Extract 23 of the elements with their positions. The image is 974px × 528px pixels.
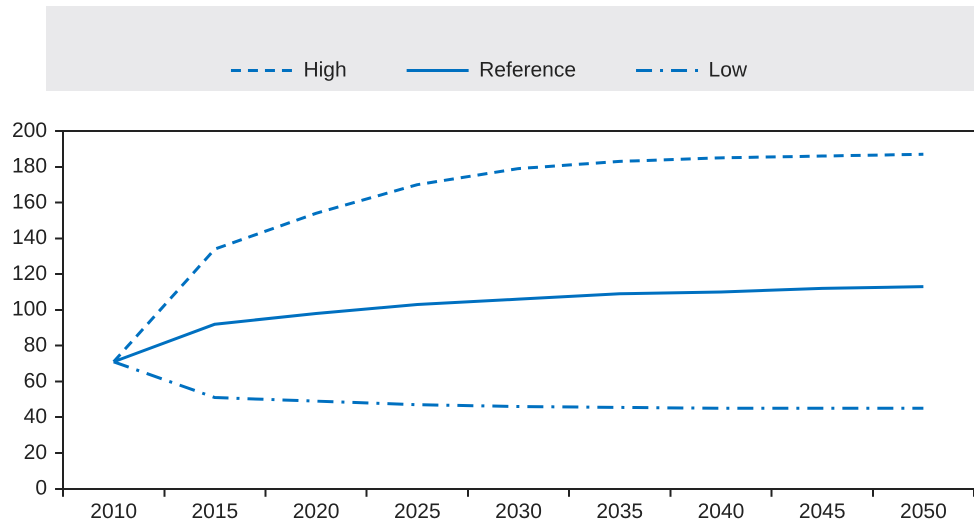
x-tick-label: 2020 [292,500,340,524]
x-tick-label: 2050 [900,500,947,524]
y-tick-label: 40 [24,405,48,428]
y-tick-label: 20 [24,440,48,464]
y-tick-label: 140 [12,226,48,250]
y-tick-label: 60 [24,369,48,392]
x-tick-label: 2025 [394,500,441,524]
x-tick-label: 2040 [698,500,744,524]
legend-label: Reference [479,58,576,82]
x-tick-label: 2035 [596,500,644,524]
x-tick-label: 2010 [90,500,138,524]
y-tick-label: 180 [12,154,48,178]
y-tick-label: 100 [12,298,48,321]
x-tick-label: 2030 [495,500,542,524]
legend-label: Low [708,58,748,82]
y-tick-label: 120 [12,262,48,285]
y-tick-label: 200 [12,118,48,142]
y-tick-label: 80 [24,333,48,356]
y-tick-label: 160 [12,190,48,214]
x-tick-label: 2015 [192,500,238,524]
x-tick-label: 2045 [798,500,846,524]
y-tick-label: 0 [35,476,48,500]
legend-label: High [303,58,347,82]
